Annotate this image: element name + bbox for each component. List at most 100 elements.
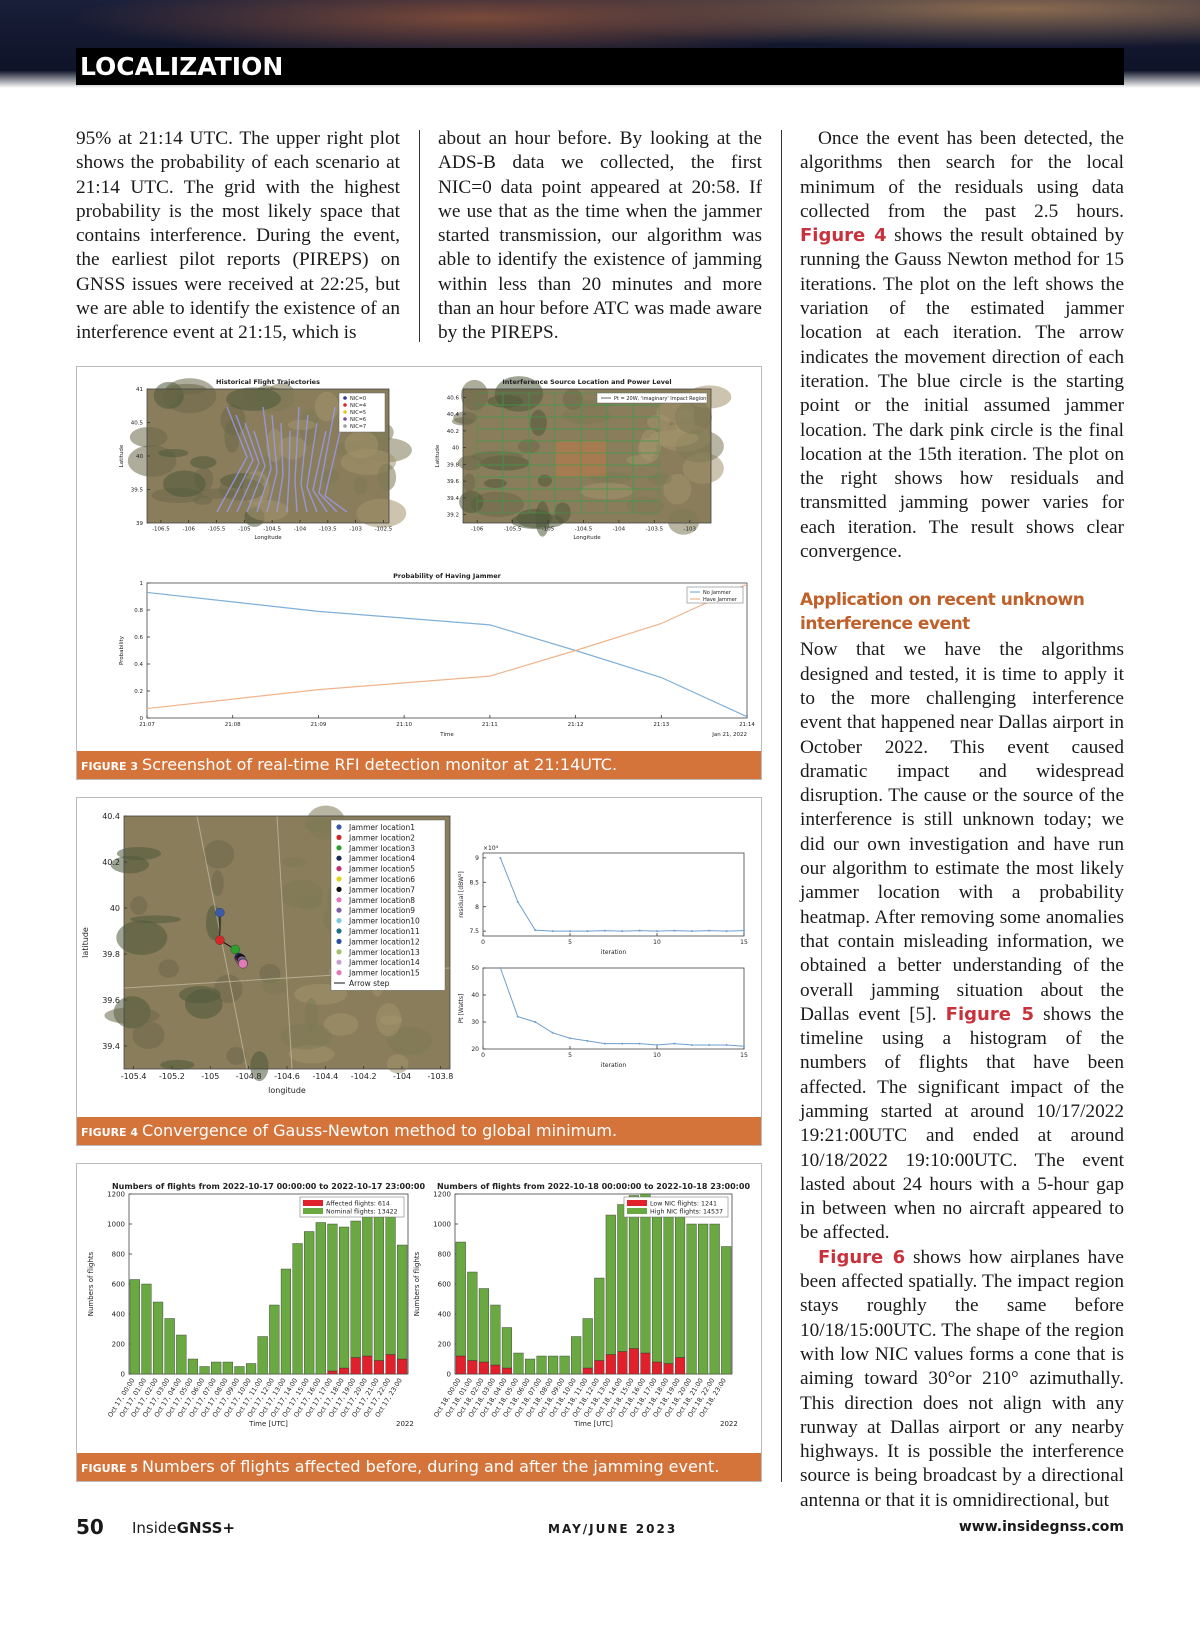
- figure-graphic: -106.5 -106 -105.5 -105 -104.5 -104 -103.5 -103…: [119, 376, 755, 738]
- legend-marker: [336, 834, 342, 840]
- data-point: [603, 1042, 606, 1045]
- map-texture: [453, 411, 477, 424]
- bar-segment: [338, 1367, 350, 1375]
- caption-label: FIGURE 5: [81, 1462, 139, 1475]
- map-texture: [386, 1026, 433, 1056]
- axes-frame: [482, 852, 745, 937]
- bar-segment: [187, 1358, 199, 1375]
- y-tick-label: 39.2: [447, 513, 459, 519]
- figure-ref[interactable]: Figure 6: [818, 1246, 906, 1268]
- brand: InsideGNSS+: [132, 1519, 235, 1537]
- map-texture: [129, 427, 168, 448]
- data-point: [499, 967, 502, 969]
- bar-segment: [350, 1357, 361, 1375]
- figure-graphic: -105.4 -105.2 -105 -104.8 -104.6 -104.4 -104.2…: [81, 805, 748, 1095]
- url[interactable]: www.insidegnss.com: [958, 1519, 1124, 1535]
- bar-segment: [245, 1363, 257, 1375]
- legend-label: Jammer location14: [348, 958, 420, 967]
- x-axis-label: Time [UTC]: [573, 1420, 613, 1428]
- map-texture: [356, 498, 407, 528]
- jammer-location: [215, 907, 225, 918]
- legend-marker: [336, 866, 342, 872]
- map-texture: [376, 1003, 402, 1037]
- data-point: [708, 929, 711, 932]
- bar-segment: [721, 1246, 732, 1375]
- bar-segment: [211, 1361, 222, 1375]
- grid-cell: [554, 440, 582, 454]
- legend-label: Jammer location13: [348, 948, 420, 957]
- bar-segment: [385, 1354, 396, 1375]
- figure: 0 200 400 600 800 1000 1200 Numbers of flights …: [76, 1163, 762, 1482]
- jammer-location: [238, 959, 248, 969]
- legend-label: NIC=6: [350, 417, 366, 423]
- map-texture: [130, 896, 148, 915]
- x-tick-label: -105: [542, 527, 555, 533]
- grid-cell: [580, 464, 608, 478]
- map-texture: [130, 915, 181, 924]
- legend-marker: [343, 396, 347, 400]
- bar-segment: [176, 1334, 187, 1375]
- map-texture: [104, 1007, 160, 1025]
- bar-segment: [640, 1352, 651, 1375]
- x-tick-label: -104.5: [575, 527, 593, 533]
- x-tick-label: 21:07: [139, 722, 155, 728]
- bar-segment: [536, 1355, 547, 1375]
- caption-text: Screenshot of real-time RFI detection mo…: [142, 755, 618, 774]
- x-tick-label: -104: [613, 527, 626, 533]
- map-texture: [649, 429, 699, 447]
- data-point: [516, 1015, 519, 1018]
- data-point: [743, 1045, 745, 1048]
- y-tick-label: 30: [471, 1019, 479, 1026]
- grid-cell: [632, 500, 660, 514]
- map-texture: [353, 476, 368, 495]
- legend-marker: [336, 907, 342, 913]
- x-tick-label: -104: [294, 527, 307, 533]
- trajectory: [276, 422, 284, 513]
- map-texture: [280, 1023, 332, 1050]
- y-tick-label: 40: [136, 454, 143, 460]
- bar-segment: [292, 1243, 303, 1375]
- x-axis-label: Time: [439, 732, 454, 738]
- figure-ref[interactable]: Figure 4: [800, 225, 887, 247]
- data-line: [146, 591, 748, 718]
- x-tick-label: -105.2: [159, 1072, 185, 1081]
- y-tick-label: 0: [121, 1370, 125, 1378]
- bar-segment: [651, 1198, 663, 1363]
- paragraph: Figure 6 shows how airplanes have been a…: [800, 1246, 1124, 1513]
- x-tick-label: 21:14: [739, 722, 755, 728]
- legend-label: Jammer location4: [348, 854, 415, 863]
- y-tick-label: 39.6: [447, 479, 460, 485]
- y-tick-label: 400: [112, 1310, 125, 1318]
- map-texture: [639, 429, 662, 462]
- date-label: Jan 21, 2022: [711, 732, 747, 738]
- caption-text: Numbers of flights affected before, duri…: [142, 1457, 720, 1476]
- figure-ref[interactable]: Figure 5: [945, 1003, 1034, 1025]
- issue: MAY/JUNE 2023: [548, 1522, 678, 1536]
- x-axis-label: Longitude: [573, 535, 601, 541]
- body-text: shows the result obtained by running the…: [800, 225, 1124, 563]
- bar-segment: [478, 1288, 489, 1363]
- year-label: 2022: [720, 1420, 738, 1428]
- legend-label: Pt = 20W, 'imaginary' Impact Region: [614, 396, 706, 402]
- body-text: shows the timeline using a histogram of …: [800, 1003, 1124, 1244]
- bar-segment: [350, 1220, 361, 1358]
- data-point: [621, 1042, 624, 1045]
- data-point: [690, 930, 693, 933]
- data-point: [725, 930, 728, 933]
- y-axis-label: Pt [Watts]: [458, 994, 465, 1024]
- legend-marker: [336, 876, 342, 882]
- legend-marker: [336, 949, 342, 955]
- bar-segment: [513, 1352, 524, 1375]
- map-texture: [160, 1059, 195, 1070]
- legend-marker: [343, 410, 347, 414]
- y-tick-label: 39.4: [447, 496, 460, 502]
- page-number: 50: [76, 1515, 104, 1539]
- legend-label: Jammer location8: [348, 896, 415, 905]
- x-tick-label: -102.5: [375, 527, 393, 533]
- map-texture: [494, 376, 544, 412]
- y-tick-label: 20: [471, 1046, 479, 1053]
- column-rule: [781, 130, 782, 1482]
- map-texture: [211, 870, 224, 897]
- axes-frame: [128, 1193, 409, 1375]
